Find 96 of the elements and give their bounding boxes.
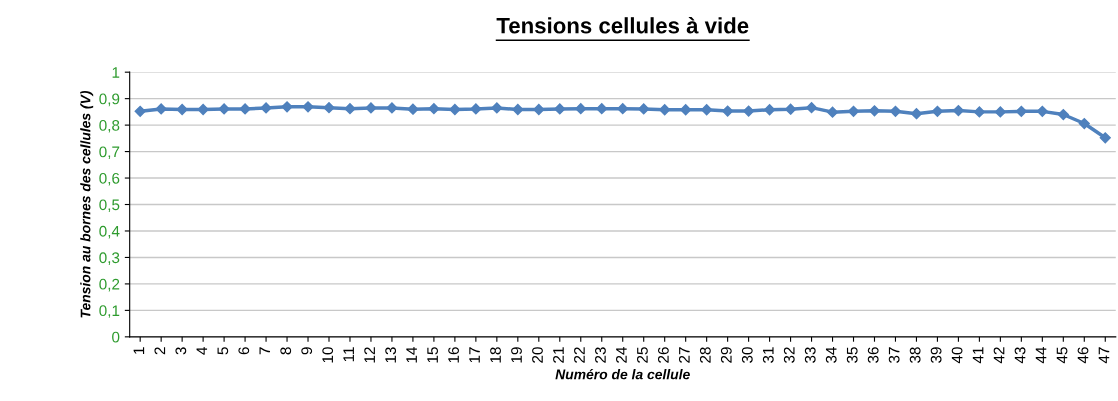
y-axis-title: Tension au bornes des cellules (V)	[80, 90, 94, 318]
point	[281, 101, 293, 113]
x-tick-label: 18	[490, 347, 501, 363]
x-tick-label: 40	[951, 347, 963, 364]
point	[323, 102, 335, 114]
y-tick-label: 0,6	[99, 172, 120, 186]
x-tick-label: 10	[322, 347, 334, 363]
point	[428, 103, 440, 115]
point	[344, 103, 356, 115]
point	[302, 101, 314, 113]
point	[554, 103, 566, 115]
x-tick-label: 36	[867, 347, 879, 363]
point	[1099, 132, 1111, 144]
point	[805, 102, 818, 114]
point	[1057, 108, 1069, 121]
x-tick-label: 39	[930, 347, 942, 363]
point	[973, 106, 985, 118]
y-tick-label: 1	[112, 67, 120, 78]
y-tick-label: 0	[112, 331, 120, 343]
point	[386, 102, 398, 114]
x-tick-label: 9	[301, 347, 313, 355]
x-tick-label: 43	[1014, 347, 1026, 364]
point	[994, 106, 1006, 118]
x-tick-label: 23	[595, 347, 606, 363]
point	[134, 105, 146, 117]
point	[826, 106, 839, 118]
point	[638, 103, 650, 115]
y-tick-label: 0,7	[99, 146, 120, 160]
point	[407, 103, 419, 115]
x-tick-label: 13	[385, 347, 397, 363]
x-tick-label: 31	[762, 347, 774, 363]
point	[260, 102, 272, 114]
x-tick-label: 16	[448, 347, 459, 363]
x-tick-label: 25	[636, 347, 648, 363]
x-axis-title: Numéro de la cellule	[555, 368, 690, 380]
point	[470, 103, 482, 115]
x-tick-label: 27	[678, 347, 690, 363]
point	[1078, 117, 1090, 130]
point	[701, 104, 713, 116]
x-tick-label: 42	[993, 347, 1005, 364]
x-tick-label: 45	[1056, 347, 1068, 364]
x-tick-label: 41	[972, 347, 984, 364]
x-tick-label: 44	[1035, 347, 1047, 364]
x-tick-label: 20	[532, 347, 543, 363]
x-tick-label: 30	[741, 347, 753, 363]
x-tick-label: 19	[511, 347, 522, 363]
point	[743, 105, 755, 117]
y-tick-label: 0,4	[99, 225, 120, 239]
point	[197, 103, 209, 116]
x-tick-label: 15	[427, 347, 438, 363]
x-tick-label: 6	[238, 347, 250, 355]
point	[239, 103, 251, 115]
x-tick-label: 5	[217, 347, 229, 355]
x-tick-label: 11	[343, 347, 354, 362]
x-tick-label: 34	[825, 347, 837, 363]
x-tick-label: 14	[406, 347, 417, 363]
x-tick-label: 26	[657, 347, 669, 363]
x-tick-label: 2	[154, 347, 166, 355]
x-tick-label: 3	[175, 347, 187, 355]
y-tick-label: 0,2	[99, 278, 120, 292]
x-tick-label: 37	[888, 347, 900, 363]
x-tick-label: 28	[699, 347, 711, 363]
point	[575, 103, 587, 115]
x-tick-label: 46	[1077, 347, 1089, 364]
y-tick-label: 0,1	[99, 305, 120, 318]
x-tick-label: 35	[846, 347, 858, 363]
x-tick-label: 33	[804, 347, 816, 363]
point	[449, 103, 461, 116]
point	[931, 105, 944, 117]
point	[722, 105, 734, 117]
point	[176, 103, 188, 116]
x-tick-label: 8	[280, 347, 292, 355]
x-tick-label: 17	[469, 347, 480, 363]
x-tick-label: 38	[909, 347, 921, 363]
x-tick-label: 4	[196, 347, 208, 355]
chart-title: Tensions cellules à vide	[496, 16, 749, 34]
point	[218, 103, 230, 115]
x-tick-label: 7	[259, 347, 271, 355]
y-tick-label: 0,8	[99, 119, 120, 133]
x-tick-label: 24	[616, 347, 627, 363]
point	[365, 102, 377, 114]
point	[659, 104, 671, 116]
point	[491, 102, 503, 114]
y-tick-label: 0,9	[99, 93, 120, 107]
y-tick-label: 0,5	[99, 199, 120, 212]
y-tick-label: 0,3	[99, 252, 120, 265]
x-tick-label: 12	[364, 347, 375, 363]
point	[596, 103, 608, 115]
x-tick-label: 1	[133, 347, 145, 354]
x-tick-label: 47	[1098, 347, 1110, 364]
x-tick-label: 32	[783, 347, 795, 363]
point	[155, 103, 167, 115]
x-tick-label: 21	[553, 347, 564, 363]
x-tick-label: 22	[574, 347, 585, 363]
x-tick-label: 29	[720, 347, 732, 363]
point	[910, 108, 923, 120]
